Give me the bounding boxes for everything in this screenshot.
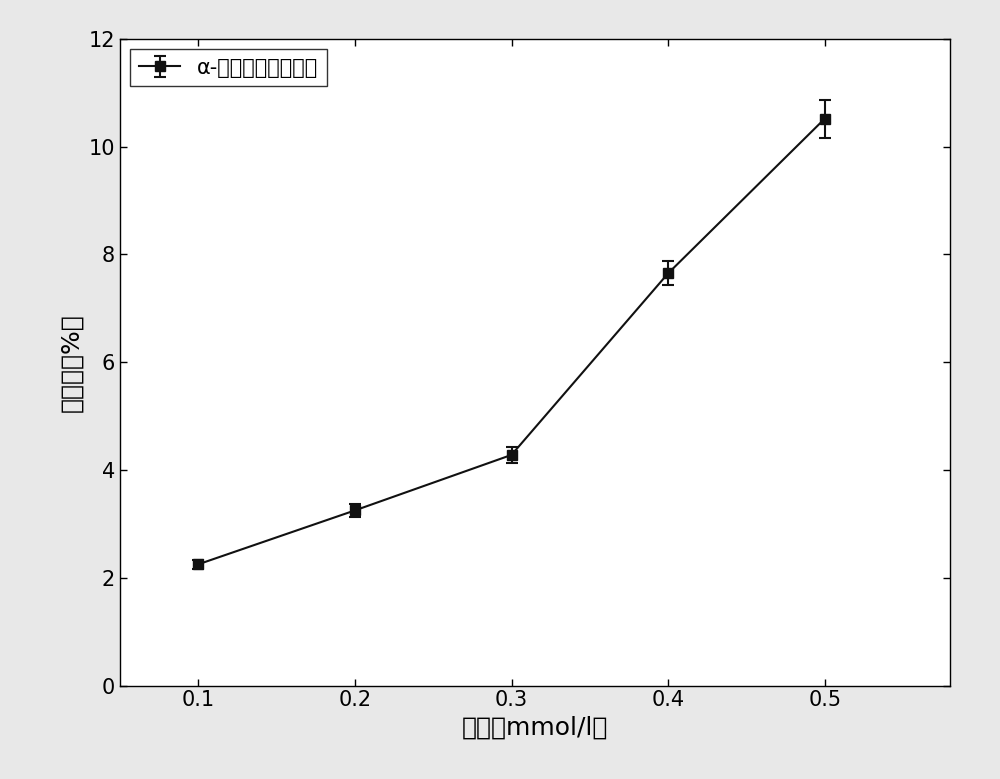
Legend: α-葡萄糖苷酵抑制率: α-葡萄糖苷酵抑制率: [130, 49, 327, 86]
Y-axis label: 抑制率（%）: 抑制率（%）: [59, 313, 83, 411]
X-axis label: 浓度（mmol/l）: 浓度（mmol/l）: [462, 716, 608, 740]
